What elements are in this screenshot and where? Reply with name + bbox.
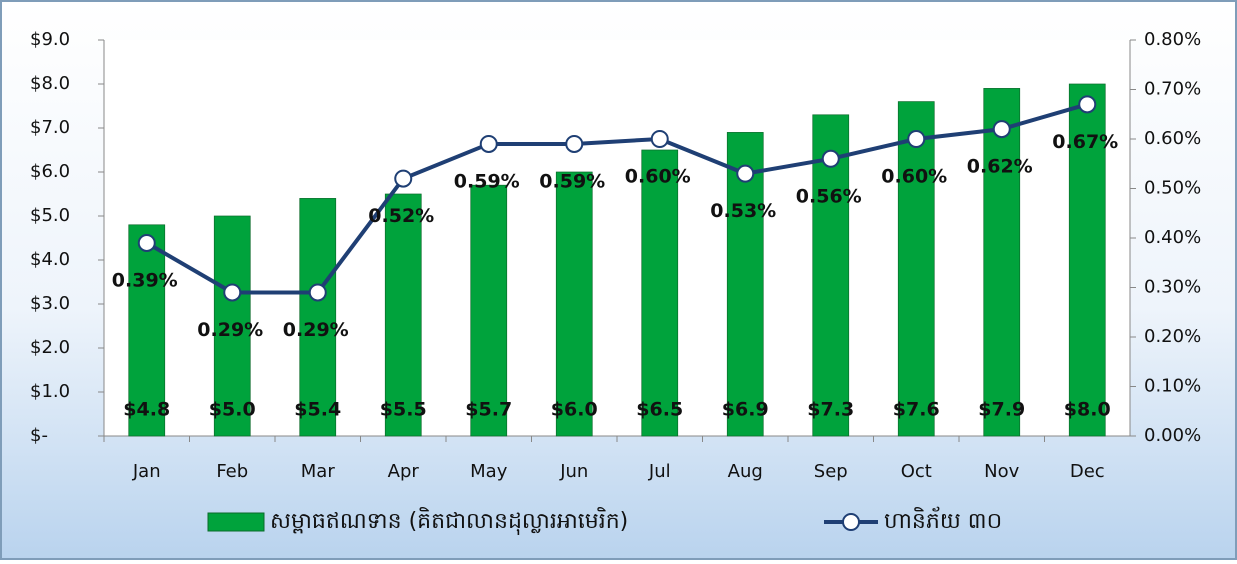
y2-tick-label: 0.70% [1144,79,1201,100]
line-point [479,134,498,153]
line-value-label: 0.59% [539,170,605,192]
x-tick-label: Jun [559,461,588,482]
bar-value-label: $4.8 [123,399,170,421]
x-tick-label: Jul [648,461,671,482]
x-tick-label: Nov [984,461,1019,482]
line-value-label: 0.60% [881,166,947,188]
y2-tick-label: 0.10% [1144,376,1201,397]
x-tick-label: May [470,461,508,482]
y2-tick-label: 0.00% [1144,425,1201,446]
y2-tick-label: 0.40% [1144,227,1201,248]
line-value-label: 0.53% [710,200,776,222]
line-point [650,130,669,148]
bar-value-label: $8.0 [1064,399,1111,421]
x-tick-label: Aug [728,461,763,482]
line-value-label: 0.67% [1052,131,1118,153]
y-tick-label: $5.0 [30,205,70,226]
x-tick-label: Mar [301,461,336,482]
line-value-label: 0.56% [796,185,862,207]
bar-value-label: $6.9 [722,399,769,421]
y-tick-label: $7.0 [30,117,70,138]
bar [726,132,764,437]
legend-swatch [207,512,265,532]
bar [897,101,935,437]
line-point [1078,95,1097,114]
line-value-label: 0.29% [197,319,263,341]
bar-value-label: $5.7 [465,399,512,421]
x-tick-label: Sep [814,461,848,482]
x-tick-label: Dec [1070,461,1105,482]
line-point [223,283,242,302]
bar [1068,83,1106,437]
line-point [736,164,755,183]
bar [299,198,337,437]
legend-label: ហានិភ័យ ៣០ [884,506,1002,534]
bar [213,215,251,437]
x-tick-label: Apr [388,461,420,482]
y2-tick-label: 0.60% [1144,128,1201,149]
bar [983,88,1021,437]
y2-tick-label: 0.80% [1144,29,1201,50]
line-value-label: 0.60% [625,166,691,188]
x-tick-label: Oct [901,461,932,482]
bar-value-label: $5.4 [294,399,341,421]
y-tick-label: $- [30,425,48,446]
bar [470,184,508,437]
y-tick-label: $9.0 [30,29,70,50]
y-tick-label: $3.0 [30,293,70,314]
line-point [308,283,327,302]
line-value-label: 0.59% [454,170,520,192]
line-point [992,120,1011,139]
plot-area [104,40,1130,436]
y-tick-label: $1.0 [30,381,70,402]
bar-value-label: $6.5 [636,399,683,421]
legend-label: សម្ពាធឥណទាន (គិតជាលានដុល្លារអាមេរិក) [270,507,628,535]
line-point [137,233,156,252]
line-point [394,169,413,188]
y-tick-label: $2.0 [30,337,70,358]
line-point [907,130,926,148]
y-tick-label: $6.0 [30,161,70,182]
bar [128,224,166,437]
bar [555,171,593,437]
bar [812,114,850,437]
line-value-label: 0.39% [112,269,178,291]
line-point [821,149,840,168]
line-value-label: 0.62% [967,156,1033,178]
line-point [565,134,584,153]
bar-value-label: $7.6 [893,399,940,421]
bar-value-label: $6.0 [551,399,598,421]
line-value-label: 0.52% [368,205,434,227]
bar-value-label: $5.0 [209,399,256,421]
x-tick-label: Jan [132,461,161,482]
y2-tick-label: 0.50% [1144,178,1201,199]
bar [641,149,679,437]
bar-value-label: $7.3 [807,399,854,421]
legend-marker [842,513,860,531]
line [145,102,1088,295]
x-tick-label: Feb [216,461,248,482]
y-tick-label: $4.0 [30,249,70,270]
line-value-label: 0.29% [283,319,349,341]
bar-value-label: $5.5 [380,399,427,421]
bar-value-label: $7.9 [978,399,1025,421]
bar [384,193,422,437]
y2-tick-label: 0.20% [1144,326,1201,347]
y-tick-label: $8.0 [30,73,70,94]
y2-tick-label: 0.30% [1144,277,1201,298]
